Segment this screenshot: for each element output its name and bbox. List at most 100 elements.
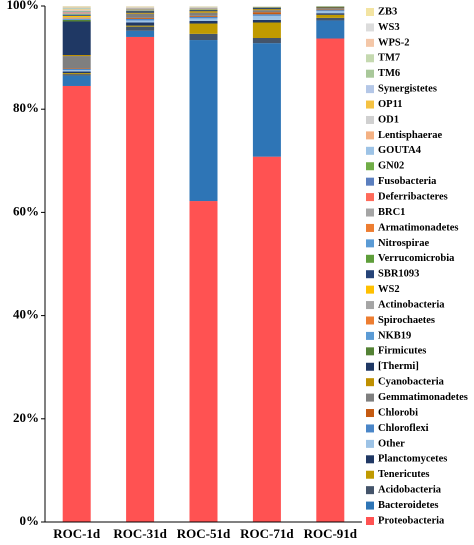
- bar-segment: [63, 9, 91, 10]
- bar-segment: [190, 17, 218, 19]
- legend-label: Deferribacteres: [378, 191, 448, 202]
- bar-segment: [126, 20, 154, 22]
- bar-segment: [63, 11, 91, 12]
- legend-label: SBR1093: [378, 269, 419, 280]
- bar-segment: [253, 157, 281, 522]
- legend-label: ZB3: [378, 6, 397, 17]
- bar-segment: [253, 8, 281, 9]
- bar-segment: [190, 40, 218, 201]
- bar-segment: [63, 6, 91, 7]
- bar-segment: [63, 9, 91, 10]
- bar-segment: [126, 19, 154, 21]
- legend-label: TM7: [378, 53, 400, 64]
- legend-label: Cyanobacteria: [378, 377, 445, 388]
- bar-segment: [126, 26, 154, 27]
- bar-segment: [63, 7, 91, 8]
- bar-segment: [316, 20, 344, 38]
- legend-label: WS3: [378, 22, 400, 33]
- bar-segment: [316, 13, 344, 15]
- bar-segment: [253, 14, 281, 16]
- bar-segment: [316, 7, 344, 8]
- bar-segment: [63, 16, 91, 18]
- legend-label: Acidobacteria: [378, 485, 442, 496]
- bar-segment: [63, 10, 91, 11]
- bar-segment: [190, 13, 218, 16]
- bar-segment: [63, 18, 91, 19]
- y-tick-label: 80%: [13, 100, 39, 115]
- legend-label: WPS-2: [378, 37, 410, 48]
- legend-label: Lentisphaerae: [378, 130, 443, 141]
- bar-segment: [63, 13, 91, 14]
- bar-segment: [190, 10, 218, 11]
- bar-segment: [126, 37, 154, 522]
- bar-segment: [126, 14, 154, 18]
- legend-swatch: [366, 486, 374, 494]
- bar-segment: [63, 7, 91, 8]
- legend-label: Chloroflexi: [378, 423, 429, 434]
- legend-swatch: [366, 409, 374, 417]
- bar-segment: [63, 20, 91, 22]
- legend-swatch: [366, 70, 374, 78]
- x-tick-label: ROC-91d: [304, 526, 358, 540]
- bar-segment: [63, 10, 91, 11]
- bar-segment: [190, 16, 218, 17]
- bar-segment: [63, 73, 91, 74]
- legend-swatch: [366, 131, 374, 139]
- bar-segment: [316, 8, 344, 10]
- legend-swatch: [366, 209, 374, 217]
- legend-swatch: [366, 178, 374, 186]
- bar-segment: [190, 10, 218, 11]
- legend-swatch: [366, 23, 374, 31]
- bar-segment: [126, 31, 154, 37]
- legend-swatch: [366, 455, 374, 463]
- legend-swatch: [366, 239, 374, 247]
- legend-swatch: [366, 162, 374, 170]
- bar-segment: [190, 11, 218, 13]
- bar-segment: [253, 38, 281, 43]
- legend-swatch: [366, 193, 374, 201]
- bar-segment: [63, 70, 91, 72]
- legend-label: GN02: [378, 161, 404, 172]
- legend-label: Proteobacteria: [378, 515, 445, 526]
- legend-label: Synergistetes: [378, 84, 437, 95]
- legend-label: OP11: [378, 99, 403, 110]
- bar-segment: [63, 14, 91, 15]
- bar-segment: [63, 21, 91, 55]
- y-tick-label: 60%: [13, 203, 39, 218]
- legend-label: Actinobacteria: [378, 299, 445, 310]
- bar-segment: [190, 24, 218, 34]
- bar-segment: [63, 86, 91, 522]
- legend-swatch: [366, 517, 374, 525]
- legend-swatch: [366, 316, 374, 324]
- bar-segment: [253, 8, 281, 9]
- legend-label: TM6: [378, 68, 400, 79]
- legend-swatch: [366, 286, 374, 294]
- bar-segment: [63, 68, 91, 69]
- bar-segment: [190, 18, 218, 21]
- legend-label: Nitrospirae: [378, 238, 429, 249]
- legend-swatch: [366, 332, 374, 340]
- legend-swatch: [366, 255, 374, 263]
- legend-label: Firmicutes: [378, 346, 426, 357]
- bar-segment: [63, 12, 91, 13]
- bar-segment: [126, 18, 154, 19]
- bar-segment: [253, 43, 281, 157]
- legend-swatch: [366, 471, 374, 479]
- bar-segment: [126, 13, 154, 14]
- legend-swatch: [366, 440, 374, 448]
- bar-segment: [316, 11, 344, 13]
- bar-segment: [253, 10, 281, 12]
- bar-segment: [190, 21, 218, 24]
- x-tick-label: ROC-71d: [240, 526, 294, 540]
- legend-label: Spirochaetes: [378, 315, 435, 326]
- bar-segment: [63, 15, 91, 16]
- bar-segment: [316, 8, 344, 9]
- legend-swatch: [366, 502, 374, 510]
- bar-segment: [253, 9, 281, 10]
- bar-segment: [126, 27, 154, 31]
- bar-segment: [63, 17, 91, 18]
- bar-segment: [316, 10, 344, 11]
- bar-segment: [190, 34, 218, 40]
- legend-swatch: [366, 394, 374, 402]
